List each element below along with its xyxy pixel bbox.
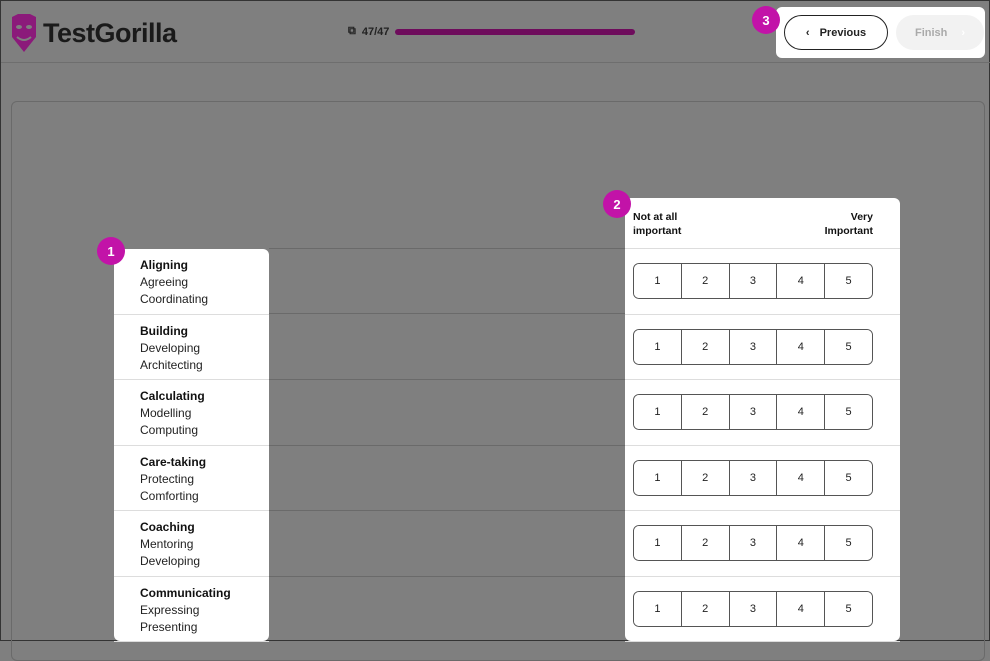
item-subtitle: Protecting <box>140 471 195 486</box>
navigation-panel: ‹ Previous Finish › <box>776 7 985 58</box>
rating-option-3[interactable]: 3 <box>729 591 778 626</box>
item-title: Building <box>140 323 188 338</box>
rating-option-5[interactable]: 5 <box>825 591 872 626</box>
divider <box>269 379 625 380</box>
header: TestGorilla ⧉ 47/47 <box>1 1 990 63</box>
item-subtitle: Computing <box>140 423 199 437</box>
step-badge: 2 <box>603 190 631 218</box>
item-title: Coaching <box>140 520 195 534</box>
item-subtitle: Modelling <box>140 406 192 420</box>
rating-option-2[interactable]: 2 <box>681 460 730 495</box>
gorilla-logo-icon <box>12 14 36 52</box>
item-title: Calculating <box>140 389 205 403</box>
item-subtitle: Presenting <box>140 619 198 634</box>
item-title: Communicating <box>140 585 231 600</box>
rating-option-5[interactable]: 5 <box>825 526 872 560</box>
item-subtitle: Coordinating <box>140 292 209 306</box>
rating-option-4[interactable]: 4 <box>777 329 826 364</box>
list-item: Care-taking Protecting Comforting <box>114 446 269 511</box>
chevron-right-icon: › <box>961 26 966 39</box>
rating-option-2[interactable]: 2 <box>681 329 730 364</box>
rating-option-4[interactable]: 4 <box>777 591 826 626</box>
item-title: Care-taking <box>140 454 207 469</box>
item-subtitle: Architecting <box>140 357 203 372</box>
rating-option-5[interactable]: 5 <box>825 329 872 364</box>
rating-option-4[interactable]: 4 <box>777 460 826 495</box>
questions-icon: ⧉ <box>348 25 356 37</box>
rating-option-3[interactable]: 3 <box>729 329 778 364</box>
divider <box>269 576 625 577</box>
scale-high-label: Very Important <box>824 211 873 237</box>
divider <box>269 510 625 511</box>
previous-button[interactable]: ‹ Previous <box>784 15 888 50</box>
rating-option-2[interactable]: 2 <box>681 395 730 429</box>
list-item: Coaching Mentoring Developing <box>114 511 269 577</box>
logo: TestGorilla <box>9 13 177 53</box>
item-title: Aligning <box>140 258 188 272</box>
item-subtitle: Agreeing <box>140 275 189 289</box>
rating-option-5[interactable]: 5 <box>825 460 872 495</box>
rating-option-2[interactable]: 2 <box>681 591 730 626</box>
progress-count: 47/47 <box>361 25 390 38</box>
rating-option-1[interactable]: 1 <box>634 264 682 298</box>
item-subtitle: Mentoring <box>140 537 194 551</box>
rating-option-1[interactable]: 1 <box>634 395 682 429</box>
divider <box>269 445 625 446</box>
divider <box>269 248 625 249</box>
scale-low-label: Not at all important <box>633 211 682 237</box>
divider <box>269 313 625 314</box>
list-item: Calculating Modelling Computing <box>114 380 269 446</box>
list-item: Building Developing Architecting <box>114 315 269 380</box>
rating-option-3[interactable]: 3 <box>729 395 778 429</box>
progress-bar <box>395 28 636 35</box>
rating-option-2[interactable]: 2 <box>681 526 730 560</box>
list-item: Aligning Agreeing Coordinating <box>114 249 269 315</box>
item-subtitle: Developing <box>140 554 201 568</box>
list-item: Communicating Expressing Presenting <box>114 577 269 642</box>
rating-option-1[interactable]: 1 <box>634 460 682 495</box>
rating-option-5[interactable]: 5 <box>825 264 872 298</box>
step-badge: 3 <box>752 6 780 34</box>
rating-option-3[interactable]: 3 <box>729 526 778 560</box>
items-list: Aligning Agreeing Coordinating Building Deve… <box>114 249 269 642</box>
rating-option-1[interactable]: 1 <box>634 591 682 626</box>
progress: ⧉ 47/47 <box>348 25 636 38</box>
rating-option-2[interactable]: 2 <box>681 264 730 298</box>
rating-option-3[interactable]: 3 <box>729 460 778 495</box>
finish-button[interactable]: Finish › <box>896 15 984 50</box>
item-subtitle: Developing <box>140 340 201 355</box>
chevron-left-icon: ‹ <box>805 26 810 39</box>
item-subtitle: Expressing <box>140 602 200 617</box>
rating-option-4[interactable]: 4 <box>777 395 826 429</box>
rating-option-3[interactable]: 3 <box>729 264 778 298</box>
scale-header: Not at all important Very Important <box>625 198 900 249</box>
rating-option-4[interactable]: 4 <box>777 526 826 560</box>
rating-option-4[interactable]: 4 <box>777 264 826 298</box>
item-subtitle: Comforting <box>140 488 199 503</box>
brand-name: TestGorilla <box>43 17 177 48</box>
rating-option-1[interactable]: 1 <box>634 329 682 364</box>
rating-option-5[interactable]: 5 <box>825 395 872 429</box>
rating-option-1[interactable]: 1 <box>634 526 682 560</box>
step-badge: 1 <box>97 237 125 265</box>
